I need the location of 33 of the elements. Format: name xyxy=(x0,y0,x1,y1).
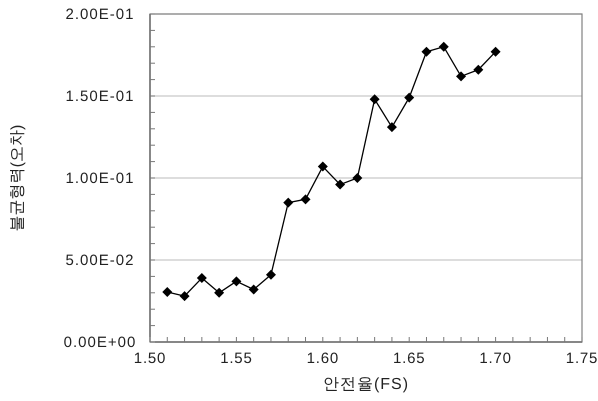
y-tick-label: 5.00E-02 xyxy=(66,252,134,269)
point xyxy=(231,276,242,286)
y-tick-label: 0.00E+00 xyxy=(64,334,136,351)
point xyxy=(318,162,328,172)
point xyxy=(490,46,501,57)
point xyxy=(421,46,432,57)
point xyxy=(386,122,397,132)
x-tick-label: 1.70 xyxy=(479,350,512,367)
x-tick-label: 1.55 xyxy=(220,350,253,367)
point xyxy=(404,92,414,103)
point xyxy=(456,71,466,82)
point xyxy=(196,273,207,284)
x-tick-label: 1.50 xyxy=(134,350,166,367)
point xyxy=(300,194,311,204)
x-tick-label: 1.75 xyxy=(566,350,598,367)
y-tick-label: 1.50E-01 xyxy=(66,88,134,105)
point xyxy=(352,173,362,183)
point xyxy=(473,64,484,75)
point xyxy=(214,288,224,298)
point xyxy=(266,270,276,280)
y-tick-label: 2.00E-01 xyxy=(66,6,134,23)
x-tick-label: 1.60 xyxy=(306,350,340,367)
point xyxy=(248,284,259,295)
y-tick-label: 1.00E-01 xyxy=(66,170,134,187)
point xyxy=(162,286,172,297)
x-axis-title: 안전율(FS) xyxy=(322,376,410,393)
point xyxy=(283,198,294,208)
point xyxy=(335,180,346,190)
y-axis-title: 불균형력(오차) xyxy=(9,124,26,232)
point xyxy=(370,94,380,104)
point xyxy=(180,291,190,302)
point xyxy=(438,42,449,52)
x-tick-label: 1.65 xyxy=(392,350,426,367)
